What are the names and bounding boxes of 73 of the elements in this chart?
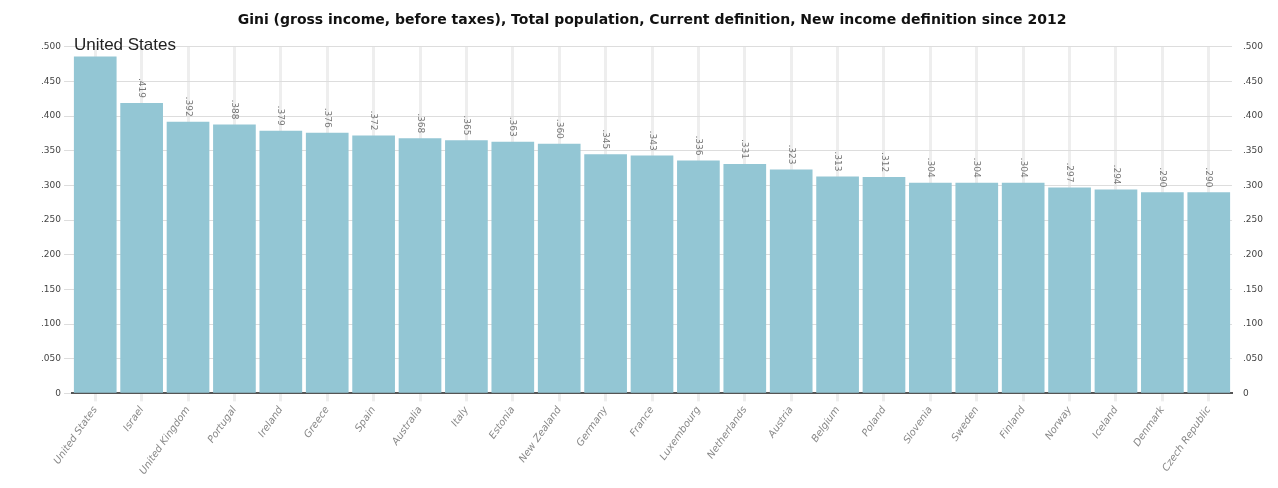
data-label: .388 xyxy=(230,99,241,120)
bar xyxy=(862,177,906,393)
bar xyxy=(73,56,117,393)
bar xyxy=(1094,189,1138,393)
data-label: .368 xyxy=(415,113,426,134)
bar xyxy=(677,160,720,393)
bar xyxy=(1187,192,1231,393)
data-label: .392 xyxy=(183,96,194,117)
data-label: .290 xyxy=(1204,167,1215,188)
data-label: .360 xyxy=(554,118,565,140)
bar xyxy=(909,182,952,393)
bar xyxy=(1001,182,1045,393)
data-label: .290 xyxy=(1158,167,1169,188)
bar xyxy=(537,143,581,393)
y-tick-label: .400 xyxy=(40,110,62,121)
annotation: United States xyxy=(73,34,176,54)
data-label: .372 xyxy=(369,110,380,131)
bar xyxy=(352,135,395,393)
bar xyxy=(120,102,163,393)
y-tick-label: .500 xyxy=(40,41,62,52)
data-label: .365 xyxy=(462,115,473,136)
y2-tick-label: .500 xyxy=(1242,41,1264,52)
y2-tick-label: .450 xyxy=(1242,75,1264,86)
y2-tick-label: .100 xyxy=(1242,318,1264,329)
y-tick-label: .100 xyxy=(40,318,62,329)
data-label: .379 xyxy=(276,105,287,126)
data-label: .336 xyxy=(694,135,705,156)
data-label: .419 xyxy=(137,77,148,99)
y2-tick-label: .300 xyxy=(1242,179,1264,190)
y-tick-label: .050 xyxy=(40,353,62,364)
data-label: .323 xyxy=(786,144,797,165)
data-label: .376 xyxy=(322,107,333,129)
y-tick-label: .150 xyxy=(40,283,62,294)
y-tick-label: .450 xyxy=(40,75,62,86)
data-label: .304 xyxy=(972,157,983,178)
y2-tick-label: .350 xyxy=(1242,145,1264,156)
chart-title: Gini (gross income, before taxes), Total population, Current definition, New income definition since 2012 xyxy=(237,11,1067,28)
bar xyxy=(445,140,488,393)
bar xyxy=(259,130,303,393)
bar xyxy=(955,182,999,393)
y-tick-label: .200 xyxy=(40,249,62,260)
y2-tick-label: .400 xyxy=(1242,110,1264,121)
data-label: .331 xyxy=(740,138,751,159)
y2-tick-label: .200 xyxy=(1242,249,1264,260)
data-label: .312 xyxy=(879,152,890,173)
bar xyxy=(723,163,767,393)
y-tick-label: .250 xyxy=(40,214,62,225)
data-label: .294 xyxy=(1111,164,1122,185)
bar xyxy=(1141,192,1184,393)
y2-tick-label: .150 xyxy=(1242,283,1264,294)
y-tick-label: .350 xyxy=(40,145,62,156)
y2-tick-label: 0 xyxy=(1242,387,1249,398)
y2-tick-label: .050 xyxy=(1242,353,1264,364)
data-label: .345 xyxy=(601,129,612,150)
y2-tick-label: .250 xyxy=(1242,214,1264,225)
bar xyxy=(769,169,813,393)
data-label: .297 xyxy=(1065,162,1076,183)
data-label: .363 xyxy=(508,116,519,137)
bar xyxy=(584,154,627,393)
data-label: .304 xyxy=(1018,157,1029,178)
bar xyxy=(630,155,674,393)
data-label: .313 xyxy=(833,151,844,172)
data-label: .343 xyxy=(647,130,658,151)
bar xyxy=(1048,187,1091,393)
bar xyxy=(398,138,442,393)
bar xyxy=(305,132,349,393)
data-label: .304 xyxy=(926,157,937,178)
y-tick-label: .300 xyxy=(40,179,62,190)
bar xyxy=(213,124,256,393)
bar xyxy=(491,141,535,393)
bar xyxy=(166,121,210,393)
bar xyxy=(816,176,859,393)
y-tick-label: 0 xyxy=(55,387,62,398)
